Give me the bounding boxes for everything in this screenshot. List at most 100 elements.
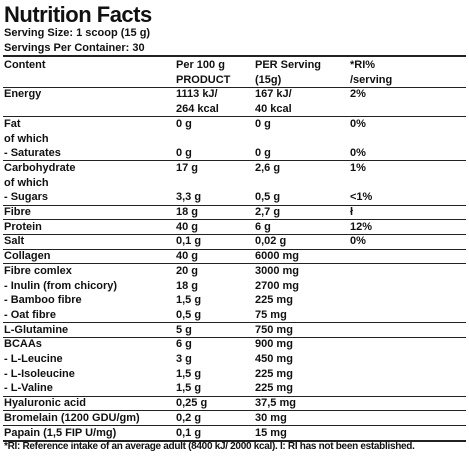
cell: 0% bbox=[350, 117, 366, 130]
row-rule bbox=[3, 263, 466, 265]
cell: 1% bbox=[350, 161, 366, 174]
cell: 18 g bbox=[176, 279, 199, 292]
cell: 0 g bbox=[176, 147, 192, 160]
cell: 12% bbox=[350, 220, 373, 233]
row-label: Content bbox=[4, 59, 46, 71]
thick-rule bbox=[3, 55, 466, 57]
row-label: - Bamboo fibre bbox=[4, 294, 82, 307]
row-rule bbox=[3, 86, 466, 88]
row-label: - L-Valine bbox=[4, 382, 53, 395]
cell: 0% bbox=[350, 147, 366, 160]
row-label: L-Glutamine bbox=[4, 323, 69, 336]
cell: 3000 mg bbox=[255, 264, 300, 277]
row-rule bbox=[3, 116, 466, 118]
cell: 5 g bbox=[176, 323, 192, 336]
cell: 18 g bbox=[176, 206, 199, 218]
row-label: Fat bbox=[4, 117, 21, 130]
cell: 0,1 g bbox=[176, 426, 202, 439]
row-label: BCAAs bbox=[4, 338, 42, 351]
row-label: - L-Isoleucine bbox=[4, 367, 75, 380]
cell: 40 g bbox=[176, 220, 199, 233]
row-label: Fibre comlex bbox=[4, 264, 72, 277]
cell: 37,5 mg bbox=[255, 397, 296, 410]
row-label: Carbohydrate bbox=[4, 161, 76, 174]
row-label: - Saturates bbox=[4, 147, 61, 160]
row-rule bbox=[3, 248, 466, 250]
cell: 40 g bbox=[176, 250, 199, 263]
cell: 75 mg bbox=[255, 308, 287, 321]
row-label: - L-Leucine bbox=[4, 353, 63, 365]
cell: 3 g bbox=[176, 353, 192, 365]
row-label: of which bbox=[4, 132, 49, 145]
cell: 1,5 g bbox=[176, 294, 202, 307]
row-rule bbox=[3, 233, 466, 235]
cell: 20 g bbox=[176, 264, 199, 277]
cell: 750 mg bbox=[255, 323, 293, 336]
cell: 6 g bbox=[176, 338, 192, 351]
row-label: Salt bbox=[4, 235, 25, 248]
footnote: *RI: Reference intake of an average adul… bbox=[4, 441, 415, 452]
cell: 0 g bbox=[255, 147, 271, 160]
serving-size: Serving Size: 1 scoop (15 g) bbox=[4, 27, 151, 39]
servings-per-container: Servings Per Container: 30 bbox=[4, 42, 145, 54]
row-rule bbox=[3, 410, 466, 412]
cell: 264 kcal bbox=[176, 103, 219, 116]
cell: 6 g bbox=[255, 220, 271, 233]
cell: 225 mg bbox=[255, 382, 293, 395]
cell: 0,1 g bbox=[176, 235, 202, 248]
row-rule bbox=[3, 439, 466, 442]
cell: 0 g bbox=[255, 117, 271, 130]
cell: 167 kJ/ bbox=[255, 88, 292, 101]
row-label: Protein bbox=[4, 220, 42, 233]
cell: (15g) bbox=[255, 73, 282, 86]
cell: 0,5 g bbox=[255, 191, 281, 204]
cell: 0 g bbox=[176, 117, 192, 130]
cell: 1,5 g bbox=[176, 382, 202, 395]
cell: 2700 mg bbox=[255, 279, 300, 292]
cell: Per 100 g bbox=[176, 59, 225, 71]
cell: 1,5 g bbox=[176, 367, 202, 380]
cell: /serving bbox=[350, 73, 393, 86]
cell: *RI% bbox=[350, 59, 376, 71]
cell: 0% bbox=[350, 235, 366, 248]
row-rule bbox=[3, 160, 466, 162]
cell: 225 mg bbox=[255, 367, 293, 380]
cell: 6000 mg bbox=[255, 250, 300, 263]
row-rule bbox=[3, 336, 466, 338]
row-label: - Oat fibre bbox=[4, 308, 56, 321]
cell: 15 mg bbox=[255, 426, 287, 439]
cell: 2,6 g bbox=[255, 161, 281, 174]
cell: 0,2 g bbox=[176, 411, 202, 424]
cell: 0,5 g bbox=[176, 308, 202, 321]
row-label: Hyaluronic acid bbox=[4, 397, 86, 410]
row-label: Collagen bbox=[4, 250, 51, 263]
cell: 3,3 g bbox=[176, 191, 202, 204]
row-label: Papain (1,5 FIP U/mg) bbox=[4, 426, 117, 439]
cell: 450 mg bbox=[255, 353, 293, 365]
cell: 30 mg bbox=[255, 411, 287, 424]
cell: ł bbox=[350, 206, 354, 218]
cell: PER Serving bbox=[255, 59, 322, 71]
cell: 17 g bbox=[176, 161, 199, 174]
cell: PRODUCT bbox=[176, 73, 231, 86]
row-label: - Inulin (from chicory) bbox=[4, 279, 118, 292]
row-rule bbox=[3, 395, 466, 397]
title: Nutrition Facts bbox=[4, 2, 152, 27]
row-label: Energy bbox=[4, 88, 42, 101]
row-label: Fibre bbox=[4, 206, 31, 218]
row-label: - Sugars bbox=[4, 191, 49, 204]
cell: 2,7 g bbox=[255, 206, 281, 218]
row-rule bbox=[3, 219, 466, 221]
cell: 40 kcal bbox=[255, 103, 292, 116]
cell: 1113 kJ/ bbox=[176, 88, 218, 101]
cell: 0,25 g bbox=[176, 397, 208, 410]
row-rule bbox=[3, 425, 466, 426]
cell: 225 mg bbox=[255, 294, 293, 307]
row-rule bbox=[3, 204, 466, 206]
cell: 0,02 g bbox=[255, 235, 287, 248]
row-rule bbox=[3, 322, 466, 324]
row-label: of which bbox=[4, 176, 49, 189]
cell: <1% bbox=[350, 191, 373, 204]
cell: 2% bbox=[350, 88, 366, 101]
